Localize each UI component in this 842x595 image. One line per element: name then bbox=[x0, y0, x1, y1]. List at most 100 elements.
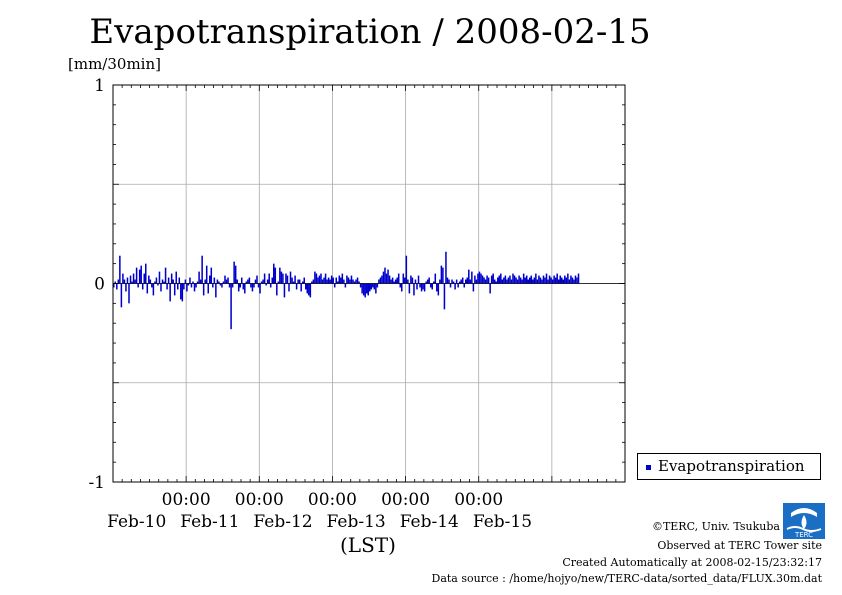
data-bar bbox=[545, 273, 548, 284]
data-bar bbox=[195, 283, 197, 288]
data-bar bbox=[180, 283, 182, 300]
data-bar bbox=[574, 275, 577, 284]
data-bar bbox=[564, 275, 566, 284]
data-bar bbox=[154, 281, 156, 284]
data-bar bbox=[256, 275, 258, 284]
data-bar bbox=[373, 283, 376, 290]
data-bar bbox=[413, 283, 415, 296]
data-bar bbox=[379, 277, 382, 284]
x-tick-label-date: Feb-13 bbox=[327, 512, 386, 532]
data-bar bbox=[419, 283, 421, 288]
data-bar bbox=[323, 277, 325, 284]
data-bar bbox=[539, 277, 542, 284]
data-bar bbox=[129, 275, 132, 284]
data-bar bbox=[530, 275, 533, 284]
data-bar bbox=[437, 283, 440, 296]
data-bar bbox=[172, 279, 174, 284]
data-bar bbox=[126, 277, 129, 284]
data-bar bbox=[212, 283, 214, 288]
data-bar bbox=[394, 279, 397, 284]
data-bar bbox=[460, 279, 462, 284]
data-bar bbox=[442, 267, 444, 284]
data-bar bbox=[274, 267, 277, 284]
data-bar bbox=[340, 277, 342, 284]
data-bar bbox=[495, 281, 497, 284]
data-bar bbox=[372, 283, 374, 288]
data-bar bbox=[382, 271, 385, 284]
data-bar bbox=[324, 273, 327, 284]
data-bar bbox=[266, 279, 269, 284]
data-bar bbox=[158, 271, 161, 284]
data-bar bbox=[245, 281, 248, 284]
data-bar bbox=[283, 283, 286, 298]
data-bar bbox=[207, 283, 209, 294]
data-bar bbox=[198, 271, 200, 284]
data-bar bbox=[352, 279, 354, 284]
data-bar bbox=[428, 277, 430, 284]
data-bar bbox=[209, 275, 211, 284]
data-bar bbox=[213, 277, 216, 284]
data-bar bbox=[381, 275, 383, 284]
data-bar bbox=[181, 283, 184, 302]
data-bar bbox=[292, 281, 295, 284]
y-axis-unit-label: [mm/30min] bbox=[68, 55, 161, 73]
data-bar bbox=[500, 273, 502, 284]
data-bar bbox=[326, 279, 328, 284]
data-bar bbox=[294, 275, 296, 284]
data-bar bbox=[344, 283, 347, 288]
y-tick-label: 1 bbox=[94, 76, 105, 96]
data-bar bbox=[143, 273, 145, 284]
data-bar bbox=[466, 277, 469, 284]
data-bar bbox=[216, 279, 219, 284]
data-bar bbox=[327, 277, 330, 284]
data-bar bbox=[425, 281, 427, 284]
data-bar bbox=[320, 273, 322, 284]
data-bar bbox=[288, 283, 290, 292]
data-bar bbox=[291, 277, 293, 284]
data-bar bbox=[140, 265, 142, 284]
data-bar bbox=[312, 279, 315, 284]
data-bar bbox=[359, 283, 362, 288]
data-bar bbox=[481, 275, 484, 284]
data-bar bbox=[387, 269, 389, 284]
data-bar bbox=[554, 277, 557, 284]
data-bar bbox=[157, 283, 159, 286]
data-bar bbox=[205, 265, 208, 284]
credit-site: Observed at TERC Tower site bbox=[657, 539, 822, 552]
data-bar bbox=[149, 279, 152, 284]
data-bar bbox=[263, 273, 266, 284]
data-bar bbox=[276, 283, 278, 296]
data-bar bbox=[329, 279, 331, 284]
data-bar bbox=[519, 277, 522, 284]
data-bar bbox=[244, 283, 246, 294]
data-bar bbox=[128, 283, 130, 304]
chart-bars bbox=[113, 251, 580, 330]
data-bar bbox=[196, 281, 199, 284]
data-bar bbox=[493, 279, 496, 284]
data-bar bbox=[166, 283, 168, 290]
data-bar bbox=[423, 283, 426, 292]
data-bar bbox=[117, 279, 120, 284]
data-bar bbox=[314, 271, 316, 284]
data-bar bbox=[513, 275, 516, 284]
data-bar bbox=[247, 279, 249, 284]
data-bar bbox=[468, 269, 470, 284]
data-bar bbox=[113, 283, 115, 288]
data-bar bbox=[465, 279, 467, 284]
data-bar bbox=[286, 275, 289, 284]
data-bar bbox=[219, 283, 222, 286]
data-bar bbox=[259, 283, 261, 294]
data-bar bbox=[416, 283, 418, 290]
data-bar bbox=[396, 277, 398, 284]
data-bar bbox=[567, 273, 569, 284]
data-bar bbox=[577, 273, 580, 284]
data-bar bbox=[576, 277, 578, 284]
data-bar bbox=[178, 277, 181, 284]
data-bar bbox=[414, 279, 417, 284]
data-bar bbox=[401, 283, 403, 292]
data-bar bbox=[402, 273, 405, 284]
data-bar bbox=[167, 277, 170, 284]
data-bar bbox=[241, 277, 243, 284]
data-bar bbox=[532, 279, 534, 284]
